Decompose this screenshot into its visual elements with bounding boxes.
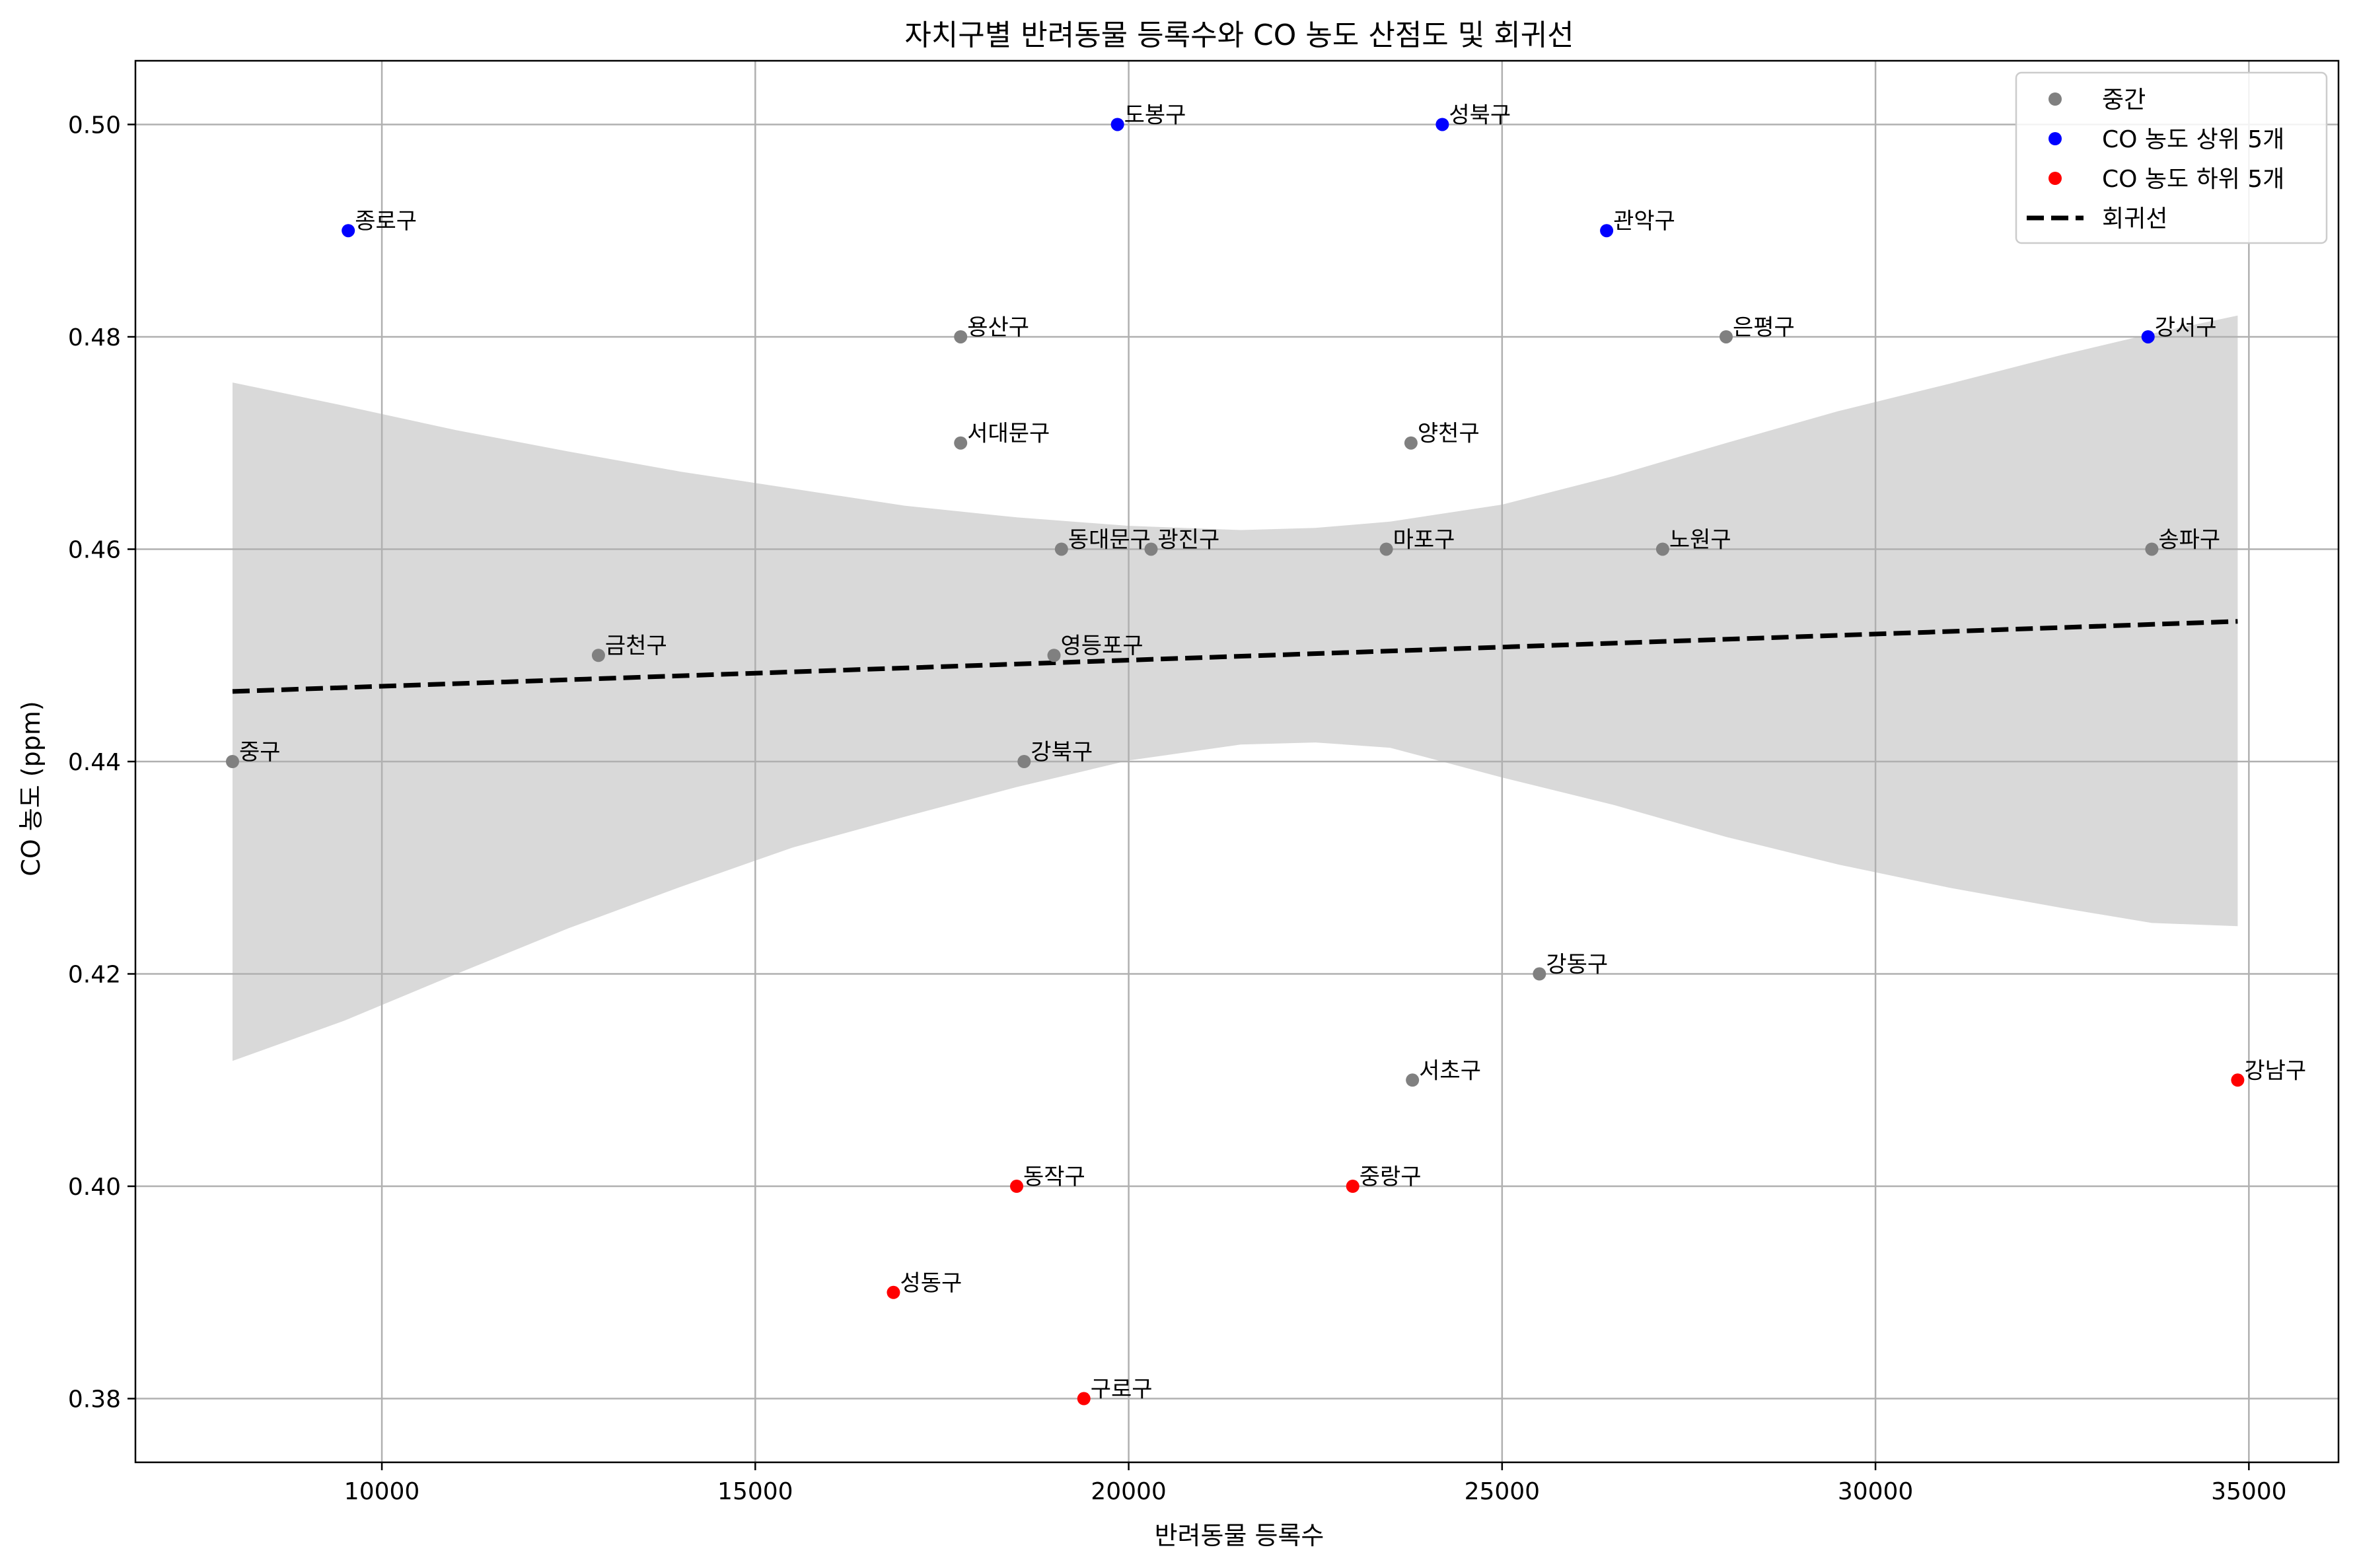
point-label: 강남구 xyxy=(2244,1057,2306,1084)
data-point xyxy=(1404,436,1418,450)
point-label: 종로구 xyxy=(355,208,417,234)
ticks-layer: 10000 15000 20000 25000 30000 35000 0.38 0.40 0.… xyxy=(68,112,2287,1505)
data-point xyxy=(342,224,355,238)
x-tick-label: 15000 xyxy=(717,1478,793,1505)
data-point xyxy=(2141,330,2155,343)
data-point xyxy=(1144,542,1158,556)
point-label: 강동구 xyxy=(1546,952,1608,978)
confidence-band xyxy=(233,315,2238,1061)
x-tick-label: 35000 xyxy=(2211,1478,2287,1505)
data-point xyxy=(1047,649,1061,662)
point-label: 성북구 xyxy=(1449,102,1511,128)
x-tick-label: 10000 xyxy=(344,1478,420,1505)
data-point xyxy=(2231,1073,2245,1087)
point-label: 영등포구 xyxy=(1061,633,1143,659)
data-point xyxy=(1600,224,1614,238)
point-label: 동작구 xyxy=(1023,1164,1085,1190)
data-point xyxy=(1054,542,1068,556)
x-axis-label: 반려동물 등록수 xyxy=(1155,1521,1324,1550)
point-label: 은평구 xyxy=(1733,314,1795,341)
legend-marker xyxy=(2049,172,2062,185)
point-label: 서초구 xyxy=(1419,1057,1481,1084)
data-point xyxy=(1435,118,1449,131)
legend-box xyxy=(2015,71,2328,244)
regression-layer xyxy=(232,619,2238,694)
legend-marker xyxy=(2049,92,2062,106)
data-point xyxy=(2145,542,2159,556)
data-point xyxy=(887,1285,900,1299)
data-point xyxy=(1110,118,1124,131)
data-point xyxy=(1379,542,1393,556)
confidence-band-layer xyxy=(233,315,2238,1061)
data-point xyxy=(1010,1180,1023,1194)
data-point xyxy=(225,755,239,768)
legend-label: CO 농도 상위 5개 xyxy=(2102,126,2284,153)
chart-title: 자치구별 반려동물 등록수와 CO 농도 산점도 및 회귀선 xyxy=(904,18,1574,52)
y-tick-label: 0.46 xyxy=(68,536,121,563)
x-tick-label: 25000 xyxy=(1465,1478,1541,1505)
legend-label: 중간 xyxy=(2102,87,2146,114)
point-label: 양천구 xyxy=(1418,421,1480,447)
data-point xyxy=(1017,755,1031,768)
x-tick-label: 30000 xyxy=(1838,1478,1914,1505)
point-label: 동대문구 xyxy=(1068,526,1151,553)
data-point xyxy=(1346,1180,1360,1194)
point-label: 강북구 xyxy=(1031,739,1093,766)
point-label: 노원구 xyxy=(1669,526,1731,553)
x-tick-label: 20000 xyxy=(1091,1478,1167,1505)
data-point xyxy=(1077,1392,1091,1406)
data-point xyxy=(1719,330,1733,343)
data-point xyxy=(591,649,605,662)
y-tick-label: 0.40 xyxy=(68,1174,121,1201)
point-label: 관악구 xyxy=(1613,208,1675,234)
point-label: 성동구 xyxy=(900,1270,962,1297)
point-label: 용산구 xyxy=(967,314,1029,341)
legend-label: 회귀선 xyxy=(2102,205,2167,232)
data-point xyxy=(1406,1073,1420,1087)
y-tick-label: 0.48 xyxy=(68,324,121,351)
point-label: 마포구 xyxy=(1393,526,1455,553)
point-label: 금천구 xyxy=(605,633,667,659)
point-label: 중구 xyxy=(239,739,281,766)
grid-layer xyxy=(135,61,2339,1462)
y-axis-label: CO 농도 (ppm) xyxy=(17,701,46,876)
y-tick-label: 0.38 xyxy=(68,1386,121,1413)
point-label: 서대문구 xyxy=(967,421,1050,447)
y-tick-label: 0.44 xyxy=(68,749,121,776)
y-tick-label: 0.50 xyxy=(68,112,121,139)
point-label: 중랑구 xyxy=(1360,1164,1422,1190)
point-label: 구로구 xyxy=(1091,1376,1153,1403)
point-label: 송파구 xyxy=(2158,526,2220,553)
data-point xyxy=(954,436,968,450)
point-label: 도봉구 xyxy=(1124,102,1186,128)
legend-marker xyxy=(2049,132,2062,145)
regression-line xyxy=(232,619,2238,694)
point-label: 강서구 xyxy=(2155,314,2217,341)
legend-label: CO 농도 하위 5개 xyxy=(2102,166,2284,193)
y-tick-label: 0.42 xyxy=(68,962,121,989)
data-point xyxy=(1533,967,1546,981)
data-point xyxy=(954,330,968,343)
point-label: 광진구 xyxy=(1157,526,1219,553)
data-point xyxy=(1655,542,1669,556)
